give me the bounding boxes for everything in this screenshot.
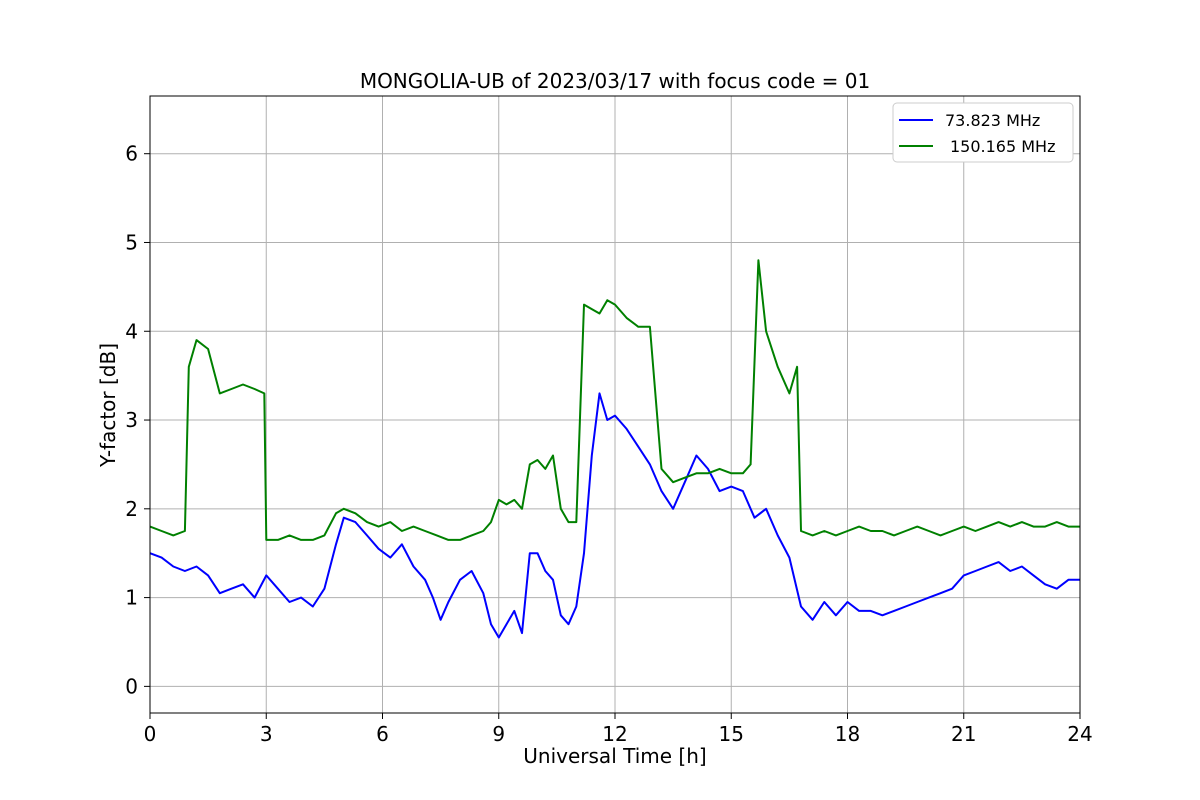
y-tick-label: 4: [125, 319, 138, 343]
chart-title: MONGOLIA-UB of 2023/03/17 with focus cod…: [360, 69, 870, 93]
x-tick-label: 6: [376, 722, 389, 746]
y-tick-label: 5: [125, 230, 138, 254]
y-tick-label: 0: [125, 674, 138, 698]
series-line-2: [149, 259, 1080, 541]
y-tick-label: 2: [125, 497, 138, 521]
x-tick-label: 12: [602, 722, 627, 746]
legend: 73.823 MHz 150.165 MHz: [892, 102, 1074, 163]
series-lines: [149, 259, 1080, 639]
y-tick-label: 3: [125, 408, 138, 432]
y-tick-label: 6: [125, 142, 138, 166]
series-line-1: [149, 392, 1080, 639]
legend-label-series-2: 150.165 MHz: [950, 137, 1055, 156]
y-axis-ticks: 0 1 2 3 4 5 6: [125, 142, 150, 698]
legend-label-series-1: 73.823 MHz: [945, 111, 1040, 130]
x-axis-ticks: 0 3 6 9 12 15 18 21 24: [144, 713, 1093, 746]
x-tick-label: 15: [719, 722, 744, 746]
x-axis-label: Universal Time [h]: [523, 744, 706, 768]
x-tick-label: 3: [260, 722, 273, 746]
x-tick-label: 21: [951, 722, 976, 746]
x-tick-label: 0: [144, 722, 157, 746]
x-tick-label: 24: [1067, 722, 1092, 746]
y-axis-label: Y-factor [dB]: [96, 343, 120, 468]
y-tick-label: 1: [125, 586, 138, 610]
x-tick-label: 18: [835, 722, 860, 746]
legend-box: [892, 102, 1074, 163]
x-tick-label: 9: [492, 722, 505, 746]
